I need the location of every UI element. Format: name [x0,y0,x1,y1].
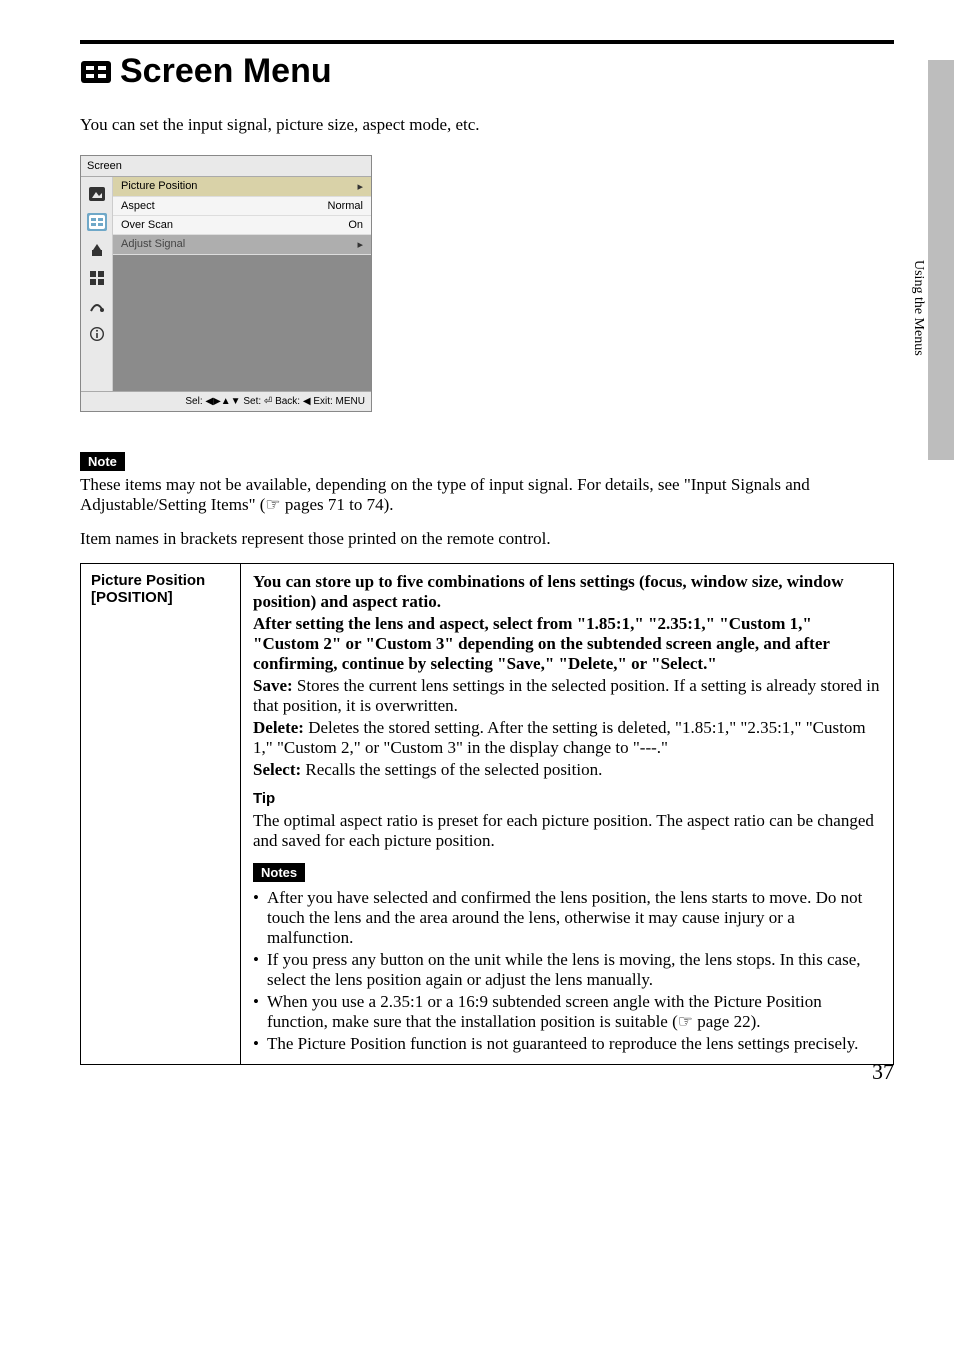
lead-2: After setting the lens and aspect, selec… [253,614,881,674]
osd-footer: Sel: ◀▶▲▼ Set: ⏎ Back: ◀ Exit: MENU [81,391,371,411]
list-item: The Picture Position function is not gua… [253,1034,881,1054]
osd-category-icons [81,177,113,391]
osd-screenshot: Screen Picture Position [80,155,372,412]
save-desc: Save: Stores the current lens settings i… [253,676,881,716]
function-icon [87,269,107,287]
list-item: After you have selected and confirmed th… [253,888,881,948]
side-tab-label: Using the Menus [910,260,926,356]
intro-text: You can set the input signal, picture si… [80,115,894,135]
select-text: Recalls the settings of the selected pos… [301,760,602,779]
osd-row: Aspect Normal [113,197,371,216]
osd-row-value: On [348,219,363,231]
save-text: Stores the current lens settings in the … [253,676,880,715]
osd-row: Picture Position ▸ [113,177,371,197]
settings-table: Picture Position [POSITION] You can stor… [80,563,894,1065]
delete-label: Delete: [253,718,304,737]
setup-icon [87,241,107,259]
note-text-part2: pages 71 to 74). [281,495,394,514]
tip-text: The optimal aspect ratio is preset for e… [253,811,881,851]
chevron-right-icon: ▸ [357,238,363,251]
list-item: If you press any button on the unit whil… [253,950,881,990]
osd-row-label: Aspect [121,200,155,212]
chapter-title: Screen Menu [80,52,894,91]
pointer-icon: ☞ [265,495,280,514]
delete-desc: Delete: Deletes the stored setting. Afte… [253,718,881,758]
installation-icon [87,297,107,315]
screen-icon [87,213,107,231]
select-label: Select: [253,760,301,779]
info-icon [87,325,107,343]
lead-1: You can store up to five combinations of… [253,572,881,612]
save-label: Save: [253,676,293,695]
osd-title: Screen [81,156,371,177]
side-tab [928,60,954,460]
setting-name: Picture Position [91,572,230,589]
notes-badge: Notes [253,863,305,882]
note-badge: Note [80,452,125,471]
page-number: 37 [872,1059,894,1085]
osd-row-label: Picture Position [121,180,197,193]
osd-row-value: Normal [328,200,363,212]
picture-icon [87,185,107,203]
chevron-right-icon: ▸ [357,180,363,193]
chapter-title-text: Screen Menu [120,52,332,91]
setting-name-cell: Picture Position [POSITION] [81,564,241,1065]
setting-desc-cell: You can store up to five combinations of… [241,564,894,1065]
screen-menu-icon [80,58,112,86]
notes-list: After you have selected and confirmed th… [253,888,881,1054]
osd-blank-area [113,255,371,391]
chapter-rule [80,40,894,44]
osd-row: Adjust Signal ▸ [113,235,371,255]
delete-text: Deletes the stored setting. After the se… [253,718,866,757]
osd-row: Over Scan On [113,216,371,235]
tip-heading: Tip [253,790,881,807]
osd-row-label: Over Scan [121,219,173,231]
list-item: When you use a 2.35:1 or a 16:9 subtende… [253,992,881,1032]
osd-row-label: Adjust Signal [121,238,185,251]
setting-remote-label: [POSITION] [91,589,230,606]
note-text: These items may not be available, depend… [80,475,894,515]
note-text-part1: These items may not be available, depend… [80,475,810,514]
select-desc: Select: Recalls the settings of the sele… [253,760,881,780]
item-names-note: Item names in brackets represent those p… [80,529,894,549]
